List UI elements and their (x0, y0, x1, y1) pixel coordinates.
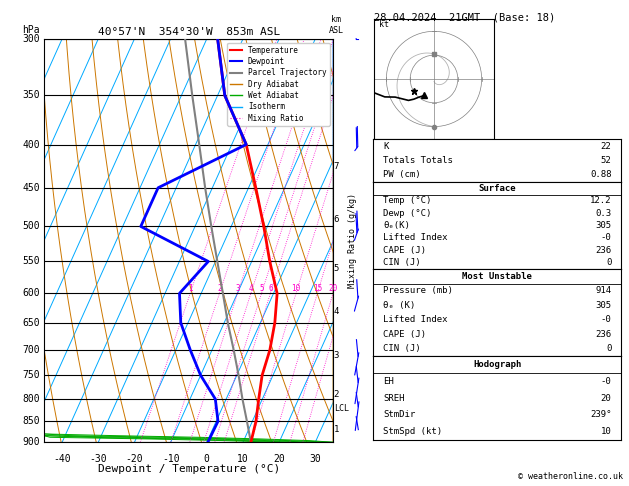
Text: 0: 0 (606, 344, 611, 353)
Text: Most Unstable: Most Unstable (462, 272, 532, 281)
Text: Lifted Index: Lifted Index (383, 315, 447, 324)
Text: 550: 550 (22, 257, 40, 266)
Text: 0.3: 0.3 (596, 208, 611, 218)
Text: 7: 7 (333, 162, 339, 171)
Text: Surface: Surface (479, 184, 516, 193)
Text: 1: 1 (188, 284, 192, 294)
Text: -40: -40 (53, 454, 71, 464)
Text: 1: 1 (333, 425, 339, 434)
Text: CAPE (J): CAPE (J) (383, 246, 426, 255)
Text: θₑ(K): θₑ(K) (383, 221, 410, 230)
Text: 15: 15 (313, 284, 322, 294)
Text: CIN (J): CIN (J) (383, 344, 421, 353)
Text: Dewp (°C): Dewp (°C) (383, 208, 431, 218)
Text: kt: kt (379, 19, 389, 29)
Text: Pressure (mb): Pressure (mb) (383, 286, 453, 295)
Text: 5: 5 (259, 284, 264, 294)
Text: 0: 0 (606, 258, 611, 267)
Text: 10: 10 (237, 454, 249, 464)
Text: K: K (383, 141, 388, 151)
Text: PW (cm): PW (cm) (383, 170, 421, 179)
Text: 900: 900 (22, 437, 40, 447)
Text: hPa: hPa (22, 25, 40, 35)
Text: km
ASL: km ASL (328, 16, 343, 35)
Text: -10: -10 (162, 454, 179, 464)
Text: 10: 10 (291, 284, 301, 294)
Text: LCL: LCL (333, 403, 348, 413)
Text: 6: 6 (268, 284, 272, 294)
Text: 20: 20 (273, 454, 285, 464)
Text: CIN (J): CIN (J) (383, 258, 421, 267)
Text: Hodograph: Hodograph (473, 360, 521, 369)
Text: 236: 236 (596, 246, 611, 255)
Text: -30: -30 (89, 454, 107, 464)
Text: 450: 450 (22, 183, 40, 193)
Text: 750: 750 (22, 370, 40, 381)
Text: Temp (°C): Temp (°C) (383, 196, 431, 205)
Text: 850: 850 (22, 417, 40, 426)
Text: θₑ (K): θₑ (K) (383, 301, 415, 310)
Text: Totals Totals: Totals Totals (383, 156, 453, 165)
Text: 12.2: 12.2 (590, 196, 611, 205)
Text: 30: 30 (309, 454, 321, 464)
Text: StmDir: StmDir (383, 410, 415, 419)
Text: 2: 2 (217, 284, 222, 294)
Text: 300: 300 (22, 34, 40, 44)
Text: 4: 4 (333, 307, 339, 316)
Text: 52: 52 (601, 156, 611, 165)
Text: 236: 236 (596, 330, 611, 339)
Text: 5: 5 (333, 263, 339, 273)
Text: Lifted Index: Lifted Index (383, 233, 447, 243)
Text: 10: 10 (601, 427, 611, 436)
Text: 4: 4 (248, 284, 253, 294)
Text: 350: 350 (22, 90, 40, 101)
Text: 700: 700 (22, 345, 40, 355)
Text: 400: 400 (22, 139, 40, 150)
Text: 305: 305 (596, 301, 611, 310)
Text: CAPE (J): CAPE (J) (383, 330, 426, 339)
Text: SREH: SREH (383, 394, 404, 402)
Text: 3: 3 (333, 351, 339, 360)
Text: 28.04.2024  21GMT  (Base: 18): 28.04.2024 21GMT (Base: 18) (374, 12, 555, 22)
Text: 600: 600 (22, 288, 40, 298)
X-axis label: Dewpoint / Temperature (°C): Dewpoint / Temperature (°C) (97, 465, 280, 474)
Text: 2: 2 (333, 390, 339, 399)
Text: 650: 650 (22, 318, 40, 328)
Text: © weatheronline.co.uk: © weatheronline.co.uk (518, 472, 623, 481)
Text: 3: 3 (235, 284, 240, 294)
Text: -0: -0 (601, 377, 611, 386)
Legend: Temperature, Dewpoint, Parcel Trajectory, Dry Adiabat, Wet Adiabat, Isotherm, Mi: Temperature, Dewpoint, Parcel Trajectory… (227, 43, 330, 125)
Text: 6: 6 (333, 214, 339, 224)
Text: -20: -20 (126, 454, 143, 464)
Text: 22: 22 (601, 141, 611, 151)
Text: 800: 800 (22, 394, 40, 404)
Text: 914: 914 (596, 286, 611, 295)
Text: Mixing Ratio (g/kg): Mixing Ratio (g/kg) (348, 193, 357, 288)
Text: 0: 0 (204, 454, 209, 464)
Text: EH: EH (383, 377, 394, 386)
Text: 500: 500 (22, 222, 40, 231)
Text: -0: -0 (601, 233, 611, 243)
Title: 40°57'N  354°30'W  853m ASL: 40°57'N 354°30'W 853m ASL (97, 27, 280, 37)
Text: -0: -0 (601, 315, 611, 324)
Text: 305: 305 (596, 221, 611, 230)
Text: StmSpd (kt): StmSpd (kt) (383, 427, 442, 436)
Text: 239°: 239° (590, 410, 611, 419)
Text: 0.88: 0.88 (590, 170, 611, 179)
Text: 20: 20 (328, 284, 338, 294)
Text: 20: 20 (601, 394, 611, 402)
